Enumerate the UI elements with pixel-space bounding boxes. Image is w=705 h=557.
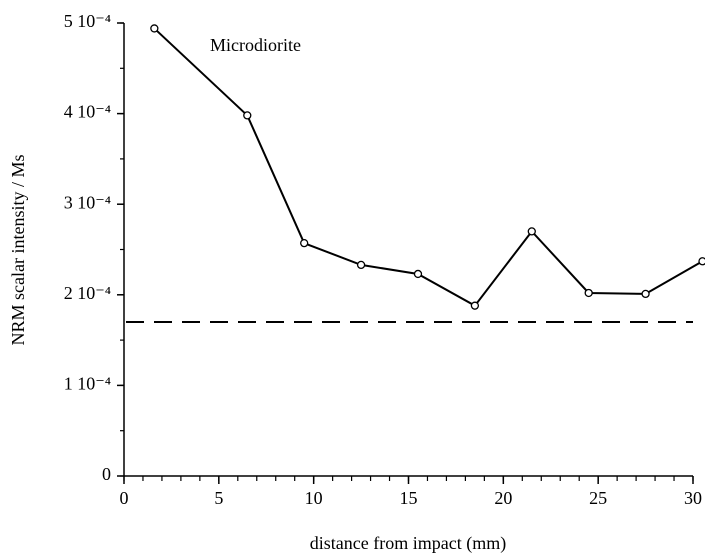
y-axis-label: NRM scalar intensity / Ms (8, 155, 28, 346)
x-tick-label: 20 (494, 488, 512, 508)
data-point (698, 257, 705, 266)
y-tick-label: 0 (102, 464, 111, 484)
x-tick-label: 15 (400, 488, 418, 508)
x-axis-label: distance from impact (mm) (310, 533, 506, 554)
data-point (243, 111, 252, 120)
y-tick-label: 4 10⁻⁴ (64, 102, 111, 122)
x-tick-label: 25 (589, 488, 607, 508)
x-tick-label: 5 (214, 488, 223, 508)
y-tick-label: 2 10⁻⁴ (64, 283, 111, 303)
data-point (584, 288, 593, 298)
data-point (150, 24, 159, 33)
data-point (470, 301, 480, 310)
y-tick-label: 5 10⁻⁴ (64, 11, 111, 31)
y-tick-label: 3 10⁻⁴ (64, 192, 111, 212)
series-line (153, 27, 703, 307)
annotation: Microdiorite (210, 35, 301, 55)
x-tick-label: 10 (305, 488, 323, 508)
data-point (356, 260, 366, 270)
y-tick-label: 1 10⁻⁴ (64, 374, 111, 394)
x-tick-label: 0 (120, 488, 129, 508)
data-point (413, 269, 423, 279)
x-tick-label: 30 (684, 488, 702, 508)
data-point (300, 239, 309, 248)
data-point (527, 227, 536, 236)
data-point (641, 289, 650, 299)
